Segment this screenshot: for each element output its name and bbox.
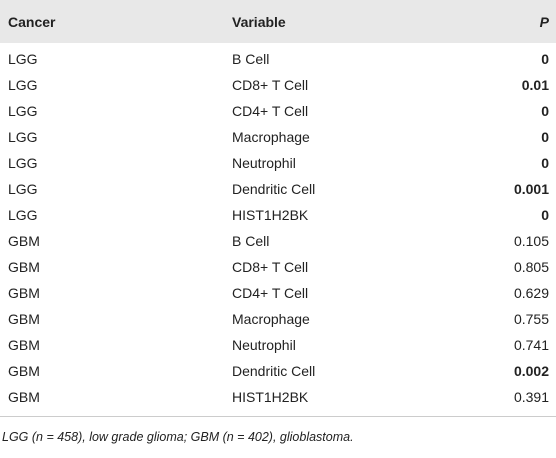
cell-p-value: 0 [541,51,549,67]
table-row: LGG Neutrophil 0 [0,150,556,176]
cell-cancer: LGG [8,129,38,145]
cell-variable: HIST1H2BK [232,389,309,405]
cell-cancer: LGG [8,51,38,67]
data-table-container: Cancer Variable P LGG B Cell 0 LGG CD8+ T Ce… [0,0,556,444]
table-row: GBM B Cell 0.105 [0,228,556,254]
cell-cancer: LGG [8,207,38,223]
cell-p-value: 0.629 [513,285,549,301]
cell-cancer: GBM [8,233,40,249]
cell-cancer: GBM [8,389,40,405]
cell-cancer: LGG [8,103,38,119]
table-row: LGG Macrophage 0 [0,124,556,150]
table-footnote: LGG (n = 458), low grade glioma; GBM (n … [2,430,354,444]
table-row: LGG Dendritic Cell 0.001 [0,176,556,202]
cell-cancer: LGG [8,155,38,171]
cell-variable: Dendritic Cell [232,363,316,379]
table-row: GBM CD8+ T Cell 0.805 [0,254,556,280]
cell-p-value: 0 [541,207,549,223]
cell-p-value: 0 [541,155,549,171]
cell-variable: B Cell [232,233,270,249]
cell-variable: CD4+ T Cell [232,103,309,119]
cell-p-value: 0 [541,103,549,119]
cell-p-value: 0.002 [513,363,549,379]
table-row: LGG CD8+ T Cell 0.01 [0,72,556,98]
table-row: GBM HIST1H2BK 0.391 [0,384,556,416]
cell-p-value: 0.391 [513,389,549,405]
table-row: GBM CD4+ T Cell 0.629 [0,280,556,306]
cell-cancer: GBM [8,311,40,327]
cell-p-value: 0.741 [513,337,549,353]
cell-cancer: LGG [8,181,38,197]
table-header: Cancer Variable P [0,0,556,43]
table-bottom-rule [0,416,556,417]
cell-cancer: GBM [8,259,40,275]
table-row: LGG B Cell 0 [0,43,556,72]
table-row: GBM Neutrophil 0.741 [0,332,556,358]
cell-variable: Neutrophil [232,155,296,171]
cell-variable: HIST1H2BK [232,207,309,223]
table-body: LGG B Cell 0 LGG CD8+ T Cell 0.01 LGG CD4+ T Ce… [0,43,556,416]
table-row: GBM Dendritic Cell 0.002 [0,358,556,384]
cell-variable: CD8+ T Cell [232,77,309,93]
cell-p-value: 0.01 [521,77,549,93]
cell-p-value: 0 [541,129,549,145]
column-header-p: P [539,13,549,30]
cell-cancer: LGG [8,77,38,93]
cell-variable: Dendritic Cell [232,181,316,197]
cell-variable: B Cell [232,51,270,67]
cell-variable: CD4+ T Cell [232,285,309,301]
data-table: Cancer Variable P LGG B Cell 0 LGG CD8+ T Ce… [0,0,556,416]
cell-p-value: 0.001 [513,181,549,197]
table-row: GBM Macrophage 0.755 [0,306,556,332]
column-header-cancer: Cancer [8,13,56,30]
column-header-variable: Variable [232,13,286,30]
cell-variable: CD8+ T Cell [232,259,309,275]
table-row: LGG CD4+ T Cell 0 [0,98,556,124]
cell-p-value: 0.105 [513,233,549,249]
cell-variable: Macrophage [232,311,310,327]
table-row: LGG HIST1H2BK 0 [0,202,556,228]
cell-p-value: 0.805 [513,259,549,275]
cell-variable: Neutrophil [232,337,296,353]
table-header-row: Cancer Variable P [0,0,556,43]
cell-cancer: GBM [8,285,40,301]
cell-cancer: GBM [8,363,40,379]
cell-p-value: 0.755 [513,311,549,327]
cell-cancer: GBM [8,337,40,353]
cell-variable: Macrophage [232,129,310,145]
